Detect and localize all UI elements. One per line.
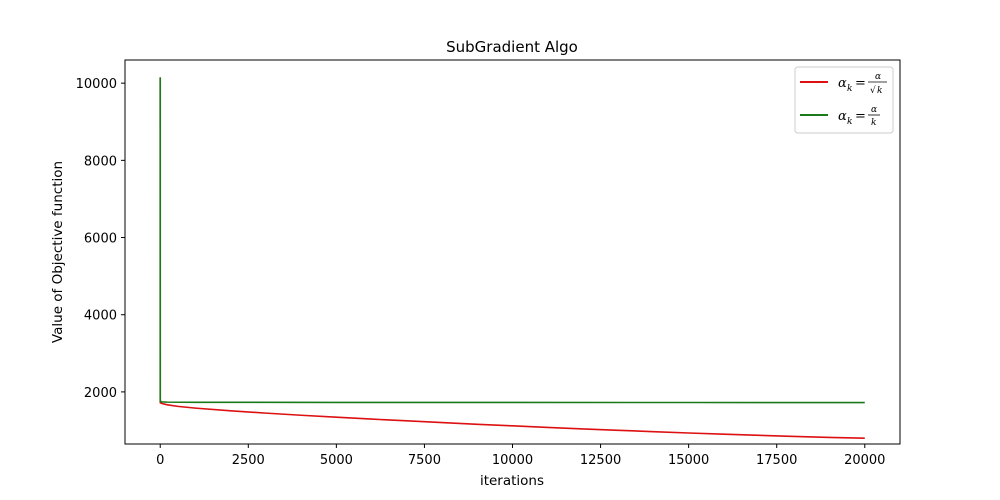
chart-title: SubGradient Algo	[446, 38, 578, 56]
x-tick-label: 17500	[756, 453, 797, 468]
svg-text:k: k	[871, 118, 876, 128]
y-tick-label: 10000	[76, 77, 117, 92]
y-axis-label: Value of Objective function	[50, 161, 66, 343]
x-tick-label: 12500	[580, 453, 621, 468]
x-tick-label: 15000	[668, 453, 709, 468]
svg-text:α: α	[875, 72, 881, 82]
x-tick-label: 2500	[232, 453, 265, 468]
y-tick-label: 6000	[84, 232, 117, 247]
x-tick-label: 10000	[492, 453, 533, 468]
x-axis-label: iterations	[480, 473, 544, 489]
series-layer	[159, 77, 865, 440]
y-tick-label: 4000	[84, 309, 117, 324]
svg-text:k: k	[847, 117, 852, 127]
x-tick-label: 20000	[844, 453, 885, 468]
svg-text:α: α	[838, 76, 847, 91]
y-tick-label: 2000	[84, 386, 117, 401]
svg-text:α: α	[838, 109, 847, 124]
x-tick-label: 7500	[408, 453, 441, 468]
series-line-2	[159, 77, 865, 404]
plot-frame	[124, 59, 901, 445]
svg-text:k: k	[847, 84, 852, 94]
series-line-1	[159, 77, 865, 440]
svg-text:=: =	[855, 109, 866, 124]
x-tick-label: 5000	[320, 453, 353, 468]
svg-text:√: √	[870, 85, 876, 96]
y-tick-label: 8000	[84, 154, 117, 169]
legend-label-series-1: α k = α √ k	[838, 72, 887, 96]
svg-text:k: k	[877, 86, 882, 96]
legend-box	[794, 66, 894, 134]
legend: α k = α √ k α k = α k	[794, 66, 894, 134]
x-tick-label: 0	[156, 453, 164, 468]
svg-text:=: =	[855, 76, 866, 91]
svg-text:α: α	[871, 105, 877, 115]
legend-label-series-2: α k = α k	[838, 105, 880, 128]
y-axis: 2000 4000 6000 8000 10000	[76, 77, 125, 401]
x-axis: 0 2500 5000 7500 10000 12500 15000 17500 20000	[156, 444, 885, 468]
